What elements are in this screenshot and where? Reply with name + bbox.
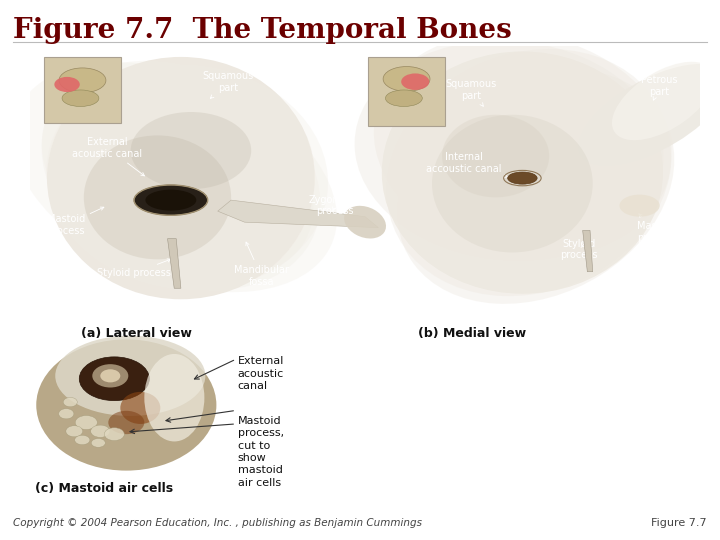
Ellipse shape	[42, 70, 313, 281]
Ellipse shape	[401, 73, 429, 90]
Ellipse shape	[84, 136, 231, 259]
Text: Internal
accoustic canal: Internal accoustic canal	[426, 152, 508, 178]
FancyBboxPatch shape	[369, 57, 446, 126]
Ellipse shape	[46, 64, 328, 290]
Text: Styloid
process: Styloid process	[561, 239, 598, 260]
Ellipse shape	[397, 69, 675, 304]
Ellipse shape	[36, 339, 217, 471]
Text: Squamous
part: Squamous part	[445, 79, 497, 106]
Ellipse shape	[91, 438, 105, 447]
Ellipse shape	[354, 40, 663, 261]
Ellipse shape	[120, 392, 161, 424]
Polygon shape	[582, 231, 593, 272]
Ellipse shape	[385, 90, 423, 106]
Ellipse shape	[61, 66, 307, 285]
Text: Petrous
part: Petrous part	[642, 75, 678, 100]
Ellipse shape	[47, 57, 315, 299]
Circle shape	[508, 172, 537, 184]
Text: Figure 7.7: Figure 7.7	[652, 518, 707, 528]
Text: Zygomatic
process: Zygomatic process	[309, 195, 361, 217]
Text: Mandibular
fossa: Mandibular fossa	[234, 242, 289, 287]
Ellipse shape	[612, 62, 714, 140]
Ellipse shape	[54, 77, 80, 92]
Ellipse shape	[100, 369, 120, 382]
Ellipse shape	[79, 357, 149, 401]
Ellipse shape	[66, 426, 83, 437]
Ellipse shape	[55, 336, 205, 416]
Ellipse shape	[108, 411, 144, 434]
Text: Copyright © 2004 Pearson Education, Inc. , publishing as Benjamin Cummings: Copyright © 2004 Pearson Education, Inc.…	[13, 518, 422, 528]
Text: Mastoid
process,
cut to
show
mastoid
air cells: Mastoid process, cut to show mastoid air…	[238, 416, 284, 488]
Polygon shape	[217, 200, 379, 228]
Text: Styloid process: Styloid process	[97, 259, 171, 278]
Text: Mastoid
process: Mastoid process	[637, 214, 675, 242]
Ellipse shape	[62, 90, 99, 106]
Text: Squamous
part: Squamous part	[202, 71, 253, 98]
Text: (a) Lateral view: (a) Lateral view	[81, 327, 192, 340]
Ellipse shape	[104, 428, 125, 441]
Ellipse shape	[144, 354, 204, 442]
Text: (b) Medial view: (b) Medial view	[418, 327, 526, 340]
Ellipse shape	[432, 115, 593, 253]
Ellipse shape	[442, 115, 549, 197]
Text: (c) Mastoid air cells: (c) Mastoid air cells	[35, 482, 174, 495]
Text: Mastoid
process: Mastoid process	[47, 207, 104, 235]
Ellipse shape	[578, 64, 720, 166]
Ellipse shape	[374, 32, 671, 258]
Ellipse shape	[12, 62, 337, 292]
Ellipse shape	[63, 397, 77, 407]
Ellipse shape	[91, 425, 110, 437]
Ellipse shape	[59, 68, 106, 93]
Ellipse shape	[131, 112, 251, 189]
Circle shape	[134, 185, 207, 215]
Text: External
acoustic canal: External acoustic canal	[72, 137, 145, 176]
Ellipse shape	[58, 409, 74, 419]
Ellipse shape	[383, 66, 430, 91]
Ellipse shape	[76, 415, 97, 429]
Ellipse shape	[619, 194, 660, 217]
Ellipse shape	[387, 49, 672, 296]
Ellipse shape	[75, 435, 90, 444]
Text: Figure 7.7  The Temporal Bones: Figure 7.7 The Temporal Bones	[13, 17, 512, 44]
Ellipse shape	[344, 206, 386, 239]
Ellipse shape	[92, 364, 128, 388]
Circle shape	[145, 190, 197, 211]
Ellipse shape	[382, 51, 663, 294]
FancyBboxPatch shape	[44, 57, 121, 123]
Text: External
acoustic
canal: External acoustic canal	[238, 356, 284, 391]
Polygon shape	[168, 239, 181, 288]
Ellipse shape	[42, 61, 320, 290]
Ellipse shape	[59, 75, 315, 284]
